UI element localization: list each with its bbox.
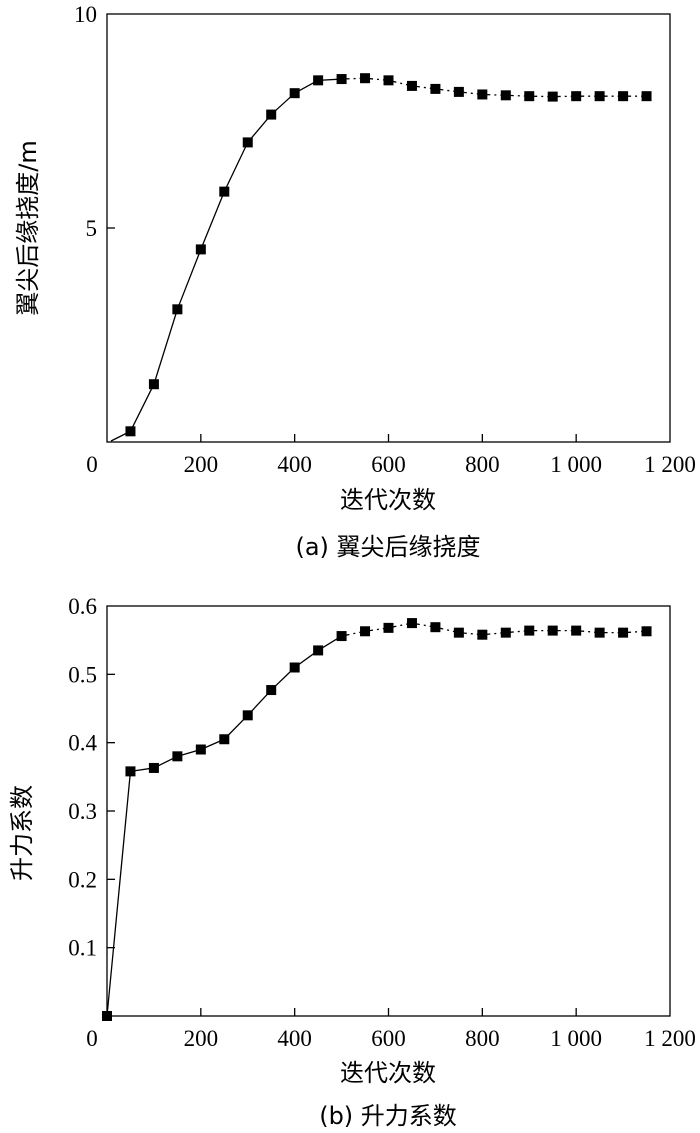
data-point bbox=[219, 186, 230, 197]
data-point bbox=[547, 91, 558, 102]
data-point bbox=[266, 109, 277, 120]
x-tick-label: 1 200 bbox=[644, 1026, 696, 1051]
x-tick-label: 0 bbox=[86, 1026, 98, 1051]
y-tick-label: 0.2 bbox=[68, 867, 97, 892]
data-point bbox=[313, 645, 324, 656]
y-tick-label: 0.6 bbox=[68, 594, 97, 619]
x-tick-label: 0 bbox=[86, 452, 98, 477]
series-line-dashed bbox=[341, 77, 647, 98]
data-point bbox=[360, 626, 371, 637]
chart-caption: (a) 翼尖后缘挠度 bbox=[295, 533, 480, 561]
data-point bbox=[242, 710, 253, 721]
data-point bbox=[195, 244, 206, 255]
data-point bbox=[430, 83, 441, 94]
y-tick-label: 0.1 bbox=[68, 936, 97, 961]
data-point bbox=[500, 627, 511, 638]
x-tick-label: 400 bbox=[277, 1026, 312, 1051]
data-point bbox=[571, 625, 582, 636]
plot-frame bbox=[106, 605, 671, 1017]
data-point bbox=[336, 74, 347, 85]
y-tick-label: 0.5 bbox=[68, 662, 97, 687]
data-point bbox=[195, 744, 206, 755]
y-tick-label: 5 bbox=[86, 216, 98, 241]
x-tick-label: 800 bbox=[465, 1026, 500, 1051]
x-axis-title: 迭代次数 bbox=[340, 486, 436, 514]
data-point bbox=[125, 426, 136, 437]
data-point bbox=[453, 627, 464, 638]
data-point bbox=[289, 662, 300, 673]
chart-wing-tip-deflection: 0 200 400 600 800 1 000 1 200 5 10 迭代次数 翼尖后缘挠度/m… bbox=[14, 2, 696, 561]
y-tick-label: 0.3 bbox=[68, 799, 97, 824]
data-point bbox=[336, 631, 347, 642]
data-point bbox=[594, 627, 605, 638]
x-tick-label: 800 bbox=[465, 452, 500, 477]
data-point bbox=[125, 766, 136, 777]
data-point bbox=[406, 80, 417, 91]
x-tick-label: 1 000 bbox=[550, 1026, 602, 1051]
data-point bbox=[477, 89, 488, 100]
chart-caption: (b) 升力系数 bbox=[319, 1102, 457, 1130]
chart-lift-coefficient: 0 200 400 600 800 1 000 1 200 0.1 0.2 0.3 0.4 0.5 0.… bbox=[8, 594, 696, 1130]
data-point bbox=[383, 75, 394, 86]
data-point bbox=[172, 751, 183, 762]
data-point bbox=[641, 91, 652, 102]
y-axis-title: 翼尖后缘挠度/m bbox=[14, 140, 42, 315]
x-tick-label: 400 bbox=[277, 452, 312, 477]
chart-marks: 0 200 400 600 800 1 000 1 200 0.1 0.2 0.3 0.4 0.5 0.… bbox=[68, 594, 696, 1051]
data-point bbox=[594, 91, 605, 102]
data-point bbox=[524, 91, 535, 102]
data-point bbox=[477, 629, 488, 640]
data-point bbox=[430, 622, 441, 633]
series-line-solid bbox=[110, 78, 342, 442]
data-point bbox=[453, 86, 464, 97]
data-point bbox=[242, 137, 253, 148]
data-point bbox=[313, 75, 324, 86]
data-point bbox=[172, 304, 183, 315]
data-point bbox=[102, 1011, 112, 1021]
x-axis-title: 迭代次数 bbox=[340, 1059, 436, 1087]
x-tick-label: 1 200 bbox=[644, 452, 696, 477]
data-point bbox=[500, 90, 511, 101]
y-tick-label: 10 bbox=[74, 2, 97, 27]
x-tick-label: 600 bbox=[371, 452, 406, 477]
data-point bbox=[618, 91, 629, 102]
data-point bbox=[266, 685, 277, 696]
series-line-dashed bbox=[341, 622, 647, 637]
data-point bbox=[360, 73, 371, 84]
data-point bbox=[547, 625, 558, 636]
data-point bbox=[219, 734, 230, 745]
data-point bbox=[641, 626, 652, 637]
data-point bbox=[524, 625, 535, 636]
series-line-solid bbox=[106, 635, 342, 1017]
data-point bbox=[571, 91, 582, 102]
chart-marks: 0 200 400 600 800 1 000 1 200 5 10 bbox=[74, 2, 696, 477]
y-tick-label: 0.4 bbox=[68, 731, 97, 756]
data-point bbox=[289, 88, 300, 99]
x-tick-label: 200 bbox=[184, 452, 219, 477]
x-tick-label: 200 bbox=[184, 1026, 219, 1051]
x-tick-label: 1 000 bbox=[550, 452, 602, 477]
data-point bbox=[148, 762, 159, 773]
data-point bbox=[383, 622, 394, 633]
x-tick-label: 600 bbox=[371, 1026, 406, 1051]
data-point bbox=[406, 618, 417, 629]
y-axis-title: 升力系数 bbox=[8, 785, 36, 881]
data-point bbox=[148, 379, 159, 390]
data-point bbox=[618, 627, 629, 638]
